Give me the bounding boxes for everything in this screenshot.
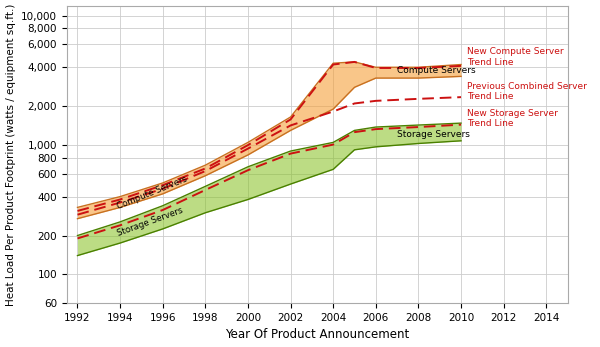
Text: Compute Servers: Compute Servers — [116, 175, 189, 211]
Text: Compute Servers: Compute Servers — [397, 66, 476, 75]
Text: Previous Combined Server
Trend Line: Previous Combined Server Trend Line — [467, 82, 587, 101]
Y-axis label: Heat Load Per Product Footprint (watts / equipment sq.ft.): Heat Load Per Product Footprint (watts /… — [5, 3, 16, 306]
X-axis label: Year Of Product Announcement: Year Of Product Announcement — [225, 329, 409, 341]
Text: New Compute Server
Trend Line: New Compute Server Trend Line — [467, 47, 564, 67]
Text: Storage Servers: Storage Servers — [116, 206, 184, 238]
Text: New Storage Server
Trend Line: New Storage Server Trend Line — [467, 109, 558, 128]
Text: Storage Servers: Storage Servers — [397, 130, 470, 139]
